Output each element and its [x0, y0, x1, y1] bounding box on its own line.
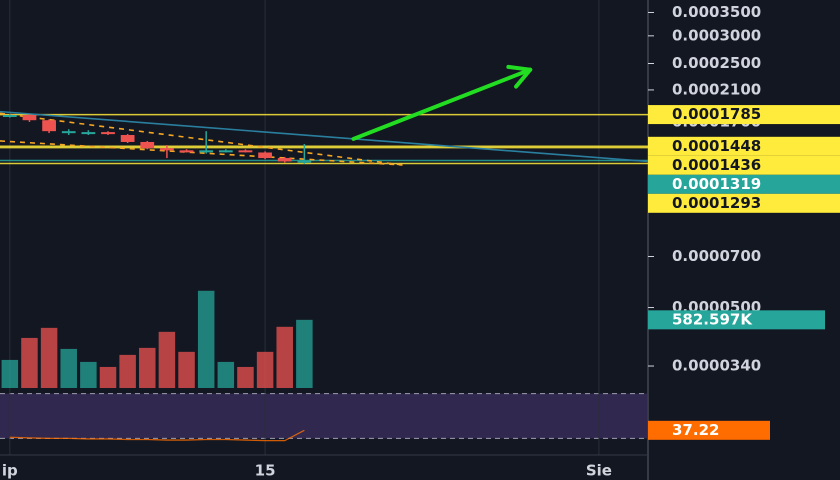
- level-label: 0.0001785: [672, 105, 761, 123]
- level-label: 0.0001293: [672, 194, 761, 212]
- volume-bar: [119, 354, 136, 388]
- level-label: 0.0001436: [672, 156, 761, 174]
- candle-body: [179, 150, 194, 153]
- level-label-box: [648, 136, 840, 156]
- volume-bar: [1, 359, 19, 388]
- volume-label: 582.597K: [672, 310, 753, 328]
- level-label-box: [648, 174, 840, 194]
- y-tick-label: 0.0003000: [672, 26, 761, 44]
- rsi-label: 37.22: [672, 421, 719, 439]
- volume-bar: [21, 337, 38, 388]
- trendline: [0, 140, 403, 166]
- candle-body: [101, 132, 115, 135]
- candle-body: [297, 160, 312, 163]
- rsi-label-box: [648, 420, 770, 440]
- candle-body: [258, 152, 272, 159]
- volume-bar: [158, 331, 176, 388]
- volume-bar: [60, 348, 77, 388]
- rsi-line: [9, 429, 305, 442]
- candle-body: [2, 114, 17, 117]
- candle-body: [218, 150, 233, 153]
- arrow-head: [514, 67, 533, 89]
- volume-bar: [217, 361, 235, 388]
- y-tick-label: 0.0002500: [672, 54, 761, 72]
- y-tick-label: 0.0000700: [672, 247, 761, 265]
- x-tick-label: ip: [2, 462, 18, 480]
- candle-body: [140, 141, 155, 149]
- volume-label-box: [648, 310, 825, 330]
- trendline: [0, 112, 403, 166]
- volume-bar: [80, 361, 97, 388]
- candle-body: [61, 131, 76, 134]
- level-label-box: [648, 155, 840, 175]
- arrow-head: [506, 64, 533, 72]
- y-tick-label: 0.0002100: [672, 80, 761, 98]
- y-tick-label: 0.0003500: [672, 3, 761, 21]
- candle-body: [160, 148, 174, 151]
- candle-body: [81, 132, 96, 135]
- candle-body: [277, 158, 292, 162]
- volume-bar: [40, 327, 58, 388]
- volume-bar: [139, 347, 156, 388]
- volume-bar: [237, 366, 254, 388]
- volume-bar: [178, 351, 195, 388]
- volume-bar: [99, 366, 117, 388]
- trendline: [0, 110, 649, 163]
- y-tick-label: 0.0000340: [672, 357, 761, 375]
- x-tick-label: Sie: [586, 462, 612, 480]
- level-label-box: [648, 105, 840, 125]
- level-label-box: [648, 193, 840, 213]
- volume-bar: [256, 351, 274, 388]
- candle-body: [42, 120, 56, 132]
- x-tick-label: 15: [255, 462, 276, 480]
- volume-bar: [276, 326, 293, 388]
- candle-body: [120, 135, 135, 142]
- volume-bar: [296, 319, 313, 388]
- level-label: 0.0001319: [672, 175, 761, 193]
- candle-body: [238, 150, 253, 153]
- level-label: 0.0001448: [672, 137, 761, 155]
- candle-body: [199, 150, 214, 153]
- rsi-band: [0, 393, 648, 439]
- volume-bar: [197, 290, 215, 388]
- candle-body: [22, 114, 37, 121]
- arrow: [351, 67, 533, 141]
